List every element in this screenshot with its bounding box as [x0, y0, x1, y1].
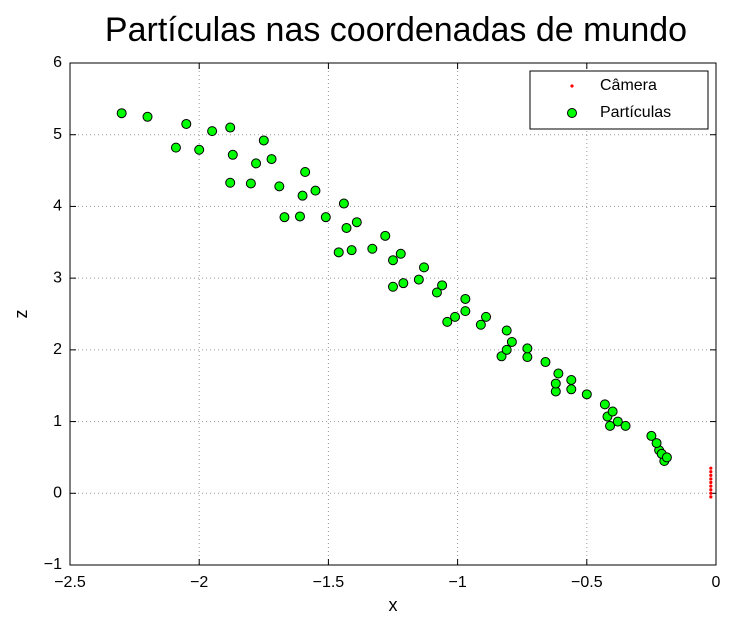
- particle-point: [279, 212, 290, 223]
- particle-point: [646, 430, 657, 441]
- camera-point: [709, 491, 713, 495]
- particle-point: [437, 280, 448, 291]
- particle-point: [266, 154, 277, 165]
- particle-point: [181, 118, 192, 129]
- particle-point: [395, 248, 406, 259]
- particle-point: [553, 368, 564, 379]
- particle-point: [388, 281, 398, 292]
- particle-point: [605, 420, 616, 431]
- y-tick-label: −1: [44, 556, 62, 573]
- particle-point: [207, 126, 218, 137]
- particle-point: [170, 142, 181, 153]
- particle-point: [346, 245, 357, 256]
- particle-point: [333, 247, 344, 258]
- particle-point: [566, 374, 577, 385]
- particle-point: [116, 108, 127, 119]
- y-tick-label: 4: [53, 198, 62, 215]
- particle-point: [413, 274, 424, 285]
- camera-point: [709, 488, 713, 492]
- x-axis-label: x: [389, 595, 398, 615]
- particle-point: [388, 255, 398, 266]
- particle-point: [506, 336, 517, 347]
- particle-point: [522, 343, 533, 354]
- camera-point: [709, 470, 713, 474]
- particle-point: [245, 178, 256, 189]
- particle-point: [620, 420, 631, 431]
- particle-point: [419, 262, 430, 273]
- particle-point: [651, 438, 662, 449]
- x-tick-label: 0: [712, 574, 721, 591]
- x-tick-label: −2.5: [54, 574, 86, 591]
- particle-point: [612, 416, 623, 427]
- particle-point: [258, 135, 269, 146]
- particle-point: [475, 319, 486, 330]
- particle-point: [450, 311, 461, 322]
- x-tick-label: −1: [448, 574, 466, 591]
- particle-point: [225, 177, 236, 188]
- particle-point: [320, 212, 331, 223]
- particle-point: [227, 149, 238, 160]
- legend-label: Câmera: [600, 77, 657, 94]
- particle-point: [225, 122, 236, 133]
- particle-point: [442, 316, 453, 327]
- particle-point: [300, 167, 311, 178]
- chart-title: Partículas nas coordenadas de mundo: [105, 11, 687, 49]
- y-tick-label: 2: [53, 341, 62, 358]
- particle-point: [540, 357, 551, 368]
- particle-point: [581, 389, 592, 400]
- particle-point: [367, 243, 378, 254]
- particle-point: [341, 222, 352, 233]
- particle-point: [566, 384, 577, 395]
- particle-point: [380, 230, 391, 241]
- x-tick-label: −2: [190, 574, 208, 591]
- particle-point: [297, 190, 308, 201]
- y-tick-label: 5: [53, 126, 62, 143]
- particle-point: [351, 217, 362, 228]
- y-axis-label: z: [11, 310, 31, 319]
- y-tick-label: 1: [53, 413, 62, 430]
- x-tick-label: −1.5: [313, 574, 345, 591]
- y-tick-label: 3: [53, 269, 62, 286]
- particle-point: [398, 278, 409, 289]
- camera-point: [570, 84, 574, 88]
- particle-point: [460, 293, 471, 304]
- x-tick-label: −0.5: [571, 574, 603, 591]
- particle-point: [501, 325, 512, 336]
- camera-point: [709, 480, 713, 485]
- particle-point: [567, 108, 577, 118]
- y-tick-label: 0: [53, 485, 62, 502]
- particle-point: [251, 158, 262, 169]
- particle-point: [481, 311, 492, 322]
- particle-point: [460, 306, 471, 317]
- particle-point: [607, 406, 618, 417]
- particle-point: [522, 352, 533, 363]
- y-tick-label: 6: [53, 54, 62, 71]
- particle-point: [661, 452, 672, 463]
- camera-point: [709, 484, 713, 488]
- particle-point: [310, 185, 321, 196]
- particle-point: [338, 198, 349, 209]
- camera-point: [709, 473, 713, 477]
- particle-point: [142, 111, 153, 122]
- particle-point: [501, 344, 512, 355]
- particle-point: [294, 211, 305, 222]
- particle-point: [431, 287, 442, 298]
- particle-point: [194, 144, 205, 155]
- legend-box: [529, 70, 709, 130]
- camera-point: [709, 477, 713, 481]
- particle-point: [496, 351, 507, 362]
- camera-point: [709, 466, 713, 470]
- particle-point: [550, 378, 561, 389]
- plot-area: [70, 63, 716, 565]
- particle-point: [274, 181, 285, 192]
- legend-label: Partículas: [600, 104, 671, 121]
- camera-point: [709, 495, 713, 499]
- particle-point: [599, 399, 610, 410]
- axes-box: [69, 62, 717, 566]
